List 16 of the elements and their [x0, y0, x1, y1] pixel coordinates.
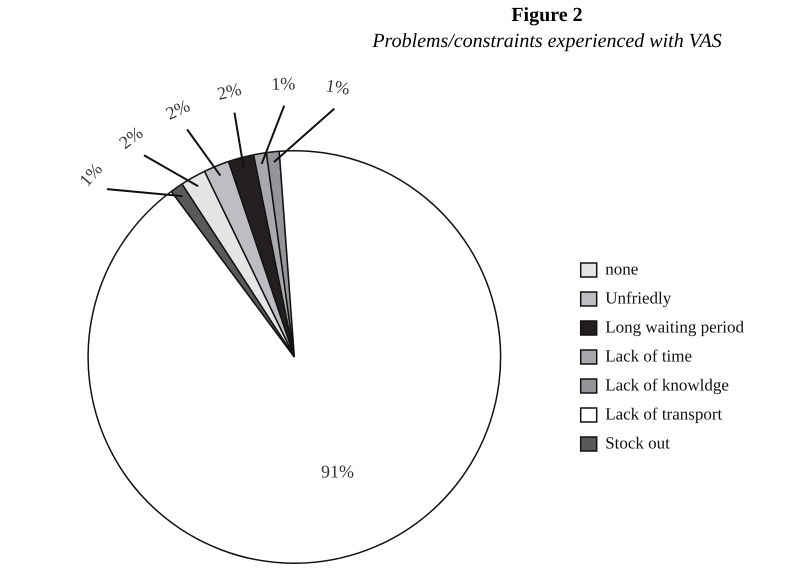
data-label: 1%	[324, 75, 352, 99]
chart-subtitle: Problems/constraints experienced with VAS	[371, 30, 723, 53]
legend-label: Lack of transport	[605, 404, 723, 424]
legend-label: none	[605, 259, 638, 278]
data-label: 1%	[270, 73, 296, 94]
data-label: 2%	[115, 122, 147, 153]
data-label: 1%	[75, 158, 106, 190]
legend-label: Lack of time	[605, 346, 692, 366]
chart-title: Figure 2	[510, 4, 584, 27]
legend-label: Long waiting period	[605, 317, 744, 336]
data-label: 2%	[162, 95, 193, 124]
data-label: 91%	[320, 462, 354, 482]
data-label: 2%	[215, 78, 244, 104]
legend-label: Unfriedly	[605, 288, 672, 308]
legend-label: Lack of knowldge	[605, 375, 729, 394]
legend-label: Stock out	[605, 433, 670, 452]
